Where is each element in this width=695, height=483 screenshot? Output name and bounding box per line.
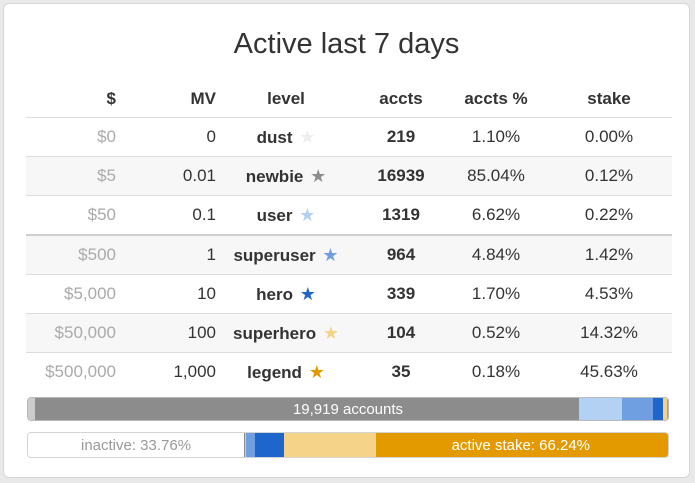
accts-cell: 1319 <box>356 195 446 235</box>
accounts-bar-segment <box>579 398 622 420</box>
stake-bar-segment <box>284 433 376 457</box>
mv-cell: 1,000 <box>116 352 216 391</box>
accts-cell: 339 <box>356 274 446 314</box>
usd-cell: $50 <box>26 195 116 235</box>
usd-cell: $500 <box>26 234 116 275</box>
accts-pct-cell: 0.52% <box>446 313 546 353</box>
mv-cell: 1 <box>116 234 216 275</box>
stake-cell: 0.00% <box>546 117 672 157</box>
star-icon: ★ <box>299 283 316 304</box>
level-name: superuser <box>233 245 316 265</box>
accounts-bar-segment <box>621 398 653 420</box>
stake-bar: inactive: 33.76% active stake: 66.24% <box>27 432 669 458</box>
level-name: dust <box>256 127 293 147</box>
level-cell: superhero ★ <box>216 313 356 353</box>
accts-pct-cell: 6.62% <box>446 195 546 235</box>
accts-cell: 16939 <box>356 156 446 196</box>
level-name: legend <box>247 362 302 382</box>
stake-bar-segment <box>244 433 245 457</box>
stake-cell: 1.42% <box>546 234 672 275</box>
stake-bar-segment <box>244 433 247 457</box>
col-header-stake: stake <box>587 89 631 108</box>
active-stake-label: active stake: 66.24% <box>451 436 591 454</box>
col-header-accts: accts <box>379 89 423 108</box>
col-header-level: level <box>267 89 305 108</box>
accounts-bar-segment <box>666 398 668 420</box>
level-cell: hero ★ <box>216 274 356 314</box>
mv-cell: 0.01 <box>116 156 216 196</box>
accts-pct-cell: 0.18% <box>446 352 546 391</box>
stake-cell: 0.22% <box>546 195 672 235</box>
stake-cell: 0.12% <box>546 156 672 196</box>
accounts-bar-segment <box>652 398 664 420</box>
level-name: newbie <box>245 166 304 186</box>
mv-cell: 0.1 <box>116 195 216 235</box>
mv-cell: 100 <box>116 313 216 353</box>
accts-cell: 35 <box>356 352 446 391</box>
mv-cell: 0 <box>116 117 216 157</box>
level-cell: superuser ★ <box>216 234 356 275</box>
accounts-bar: 19,919 accounts <box>27 397 669 421</box>
accounts-bar-segment <box>28 398 36 420</box>
page-title: Active last 7 days <box>233 28 460 60</box>
usd-cell: $5 <box>26 156 116 196</box>
table-row: $500,000 1,000 legend ★ 35 0.18% 45.63% <box>26 352 672 391</box>
accts-pct-cell: 4.84% <box>446 234 546 275</box>
level-cell: legend ★ <box>216 352 356 391</box>
usd-cell: $500,000 <box>26 352 116 391</box>
stake-bar-segment <box>255 433 285 457</box>
col-header-accts-pct: accts % <box>464 89 528 108</box>
table-row: $0 0 dust ★ 219 1.10% 0.00% <box>26 117 672 157</box>
col-header-usd: $ <box>106 89 116 108</box>
usd-cell: $0 <box>26 117 116 157</box>
accts-cell: 964 <box>356 234 446 275</box>
stake-bar-segment <box>246 433 256 457</box>
stats-card: Active last 7 days $ MV level accts acct… <box>3 3 690 478</box>
usd-cell: $50,000 <box>26 313 116 353</box>
star-icon: ★ <box>299 126 316 147</box>
col-header-mv: MV <box>190 89 217 108</box>
star-icon: ★ <box>299 204 316 225</box>
star-icon: ★ <box>310 165 327 186</box>
accounts-bar-segment <box>663 398 667 420</box>
accts-cell: 219 <box>356 117 446 157</box>
level-name: user <box>256 205 293 225</box>
table-row: $50,000 100 superhero ★ 104 0.52% 14.32% <box>26 313 672 353</box>
level-cell: dust ★ <box>216 117 356 157</box>
star-icon: ★ <box>322 322 339 343</box>
stake-bar-inactive <box>28 433 245 457</box>
table-row: $5 0.01 newbie ★ 16939 85.04% 0.12% <box>26 156 672 196</box>
accts-pct-cell: 85.04% <box>446 156 546 196</box>
level-cell: newbie ★ <box>216 156 356 196</box>
stake-cell: 14.32% <box>546 313 672 353</box>
table-row: $500 1 superuser ★ 964 4.84% 1.42% <box>26 234 672 275</box>
stake-cell: 4.53% <box>546 274 672 314</box>
accounts-bar-segment <box>35 398 580 420</box>
level-name: hero <box>256 284 293 304</box>
usd-cell: $5,000 <box>26 274 116 314</box>
levels-table: $ MV level accts accts % stake $0 0 dust ★… <box>26 81 672 391</box>
inactive-stake-label: inactive: 33.76% <box>80 436 192 454</box>
table-header-row: $ MV level accts accts % stake <box>26 81 672 118</box>
mv-cell: 10 <box>116 274 216 314</box>
accounts-bar-label: 19,919 accounts <box>292 400 404 418</box>
stake-bar-segment <box>375 433 668 457</box>
accts-cell: 104 <box>356 313 446 353</box>
star-icon: ★ <box>322 244 339 265</box>
accts-pct-cell: 1.70% <box>446 274 546 314</box>
level-cell: user ★ <box>216 195 356 235</box>
level-name: superhero <box>232 323 317 343</box>
accts-pct-cell: 1.10% <box>446 117 546 157</box>
table-row: $50 0.1 user ★ 1319 6.62% 0.22% <box>26 195 672 235</box>
star-icon: ★ <box>308 361 325 382</box>
table-row: $5,000 10 hero ★ 339 1.70% 4.53% <box>26 274 672 314</box>
stake-cell: 45.63% <box>546 352 672 391</box>
